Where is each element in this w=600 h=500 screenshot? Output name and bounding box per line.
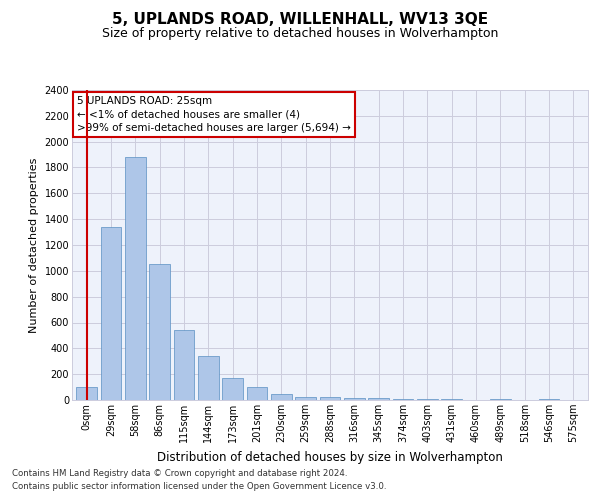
Bar	[344, 398, 365, 400]
Bar	[198, 356, 218, 400]
Bar	[125, 157, 146, 400]
Bar	[368, 398, 389, 400]
Bar	[271, 394, 292, 400]
Bar	[222, 378, 243, 400]
Bar	[173, 330, 194, 400]
Bar	[76, 387, 97, 400]
Bar	[295, 397, 316, 400]
Bar	[392, 398, 413, 400]
Bar	[101, 227, 121, 400]
Text: 5 UPLANDS ROAD: 25sqm
← <1% of detached houses are smaller (4)
>99% of semi-deta: 5 UPLANDS ROAD: 25sqm ← <1% of detached …	[77, 96, 351, 132]
X-axis label: Distribution of detached houses by size in Wolverhampton: Distribution of detached houses by size …	[157, 450, 503, 464]
Y-axis label: Number of detached properties: Number of detached properties	[29, 158, 39, 332]
Bar	[149, 264, 170, 400]
Text: Contains HM Land Registry data © Crown copyright and database right 2024.: Contains HM Land Registry data © Crown c…	[12, 468, 347, 477]
Bar	[320, 398, 340, 400]
Text: Size of property relative to detached houses in Wolverhampton: Size of property relative to detached ho…	[102, 28, 498, 40]
Text: Contains public sector information licensed under the Open Government Licence v3: Contains public sector information licen…	[12, 482, 386, 491]
Bar	[247, 387, 268, 400]
Text: 5, UPLANDS ROAD, WILLENHALL, WV13 3QE: 5, UPLANDS ROAD, WILLENHALL, WV13 3QE	[112, 12, 488, 28]
